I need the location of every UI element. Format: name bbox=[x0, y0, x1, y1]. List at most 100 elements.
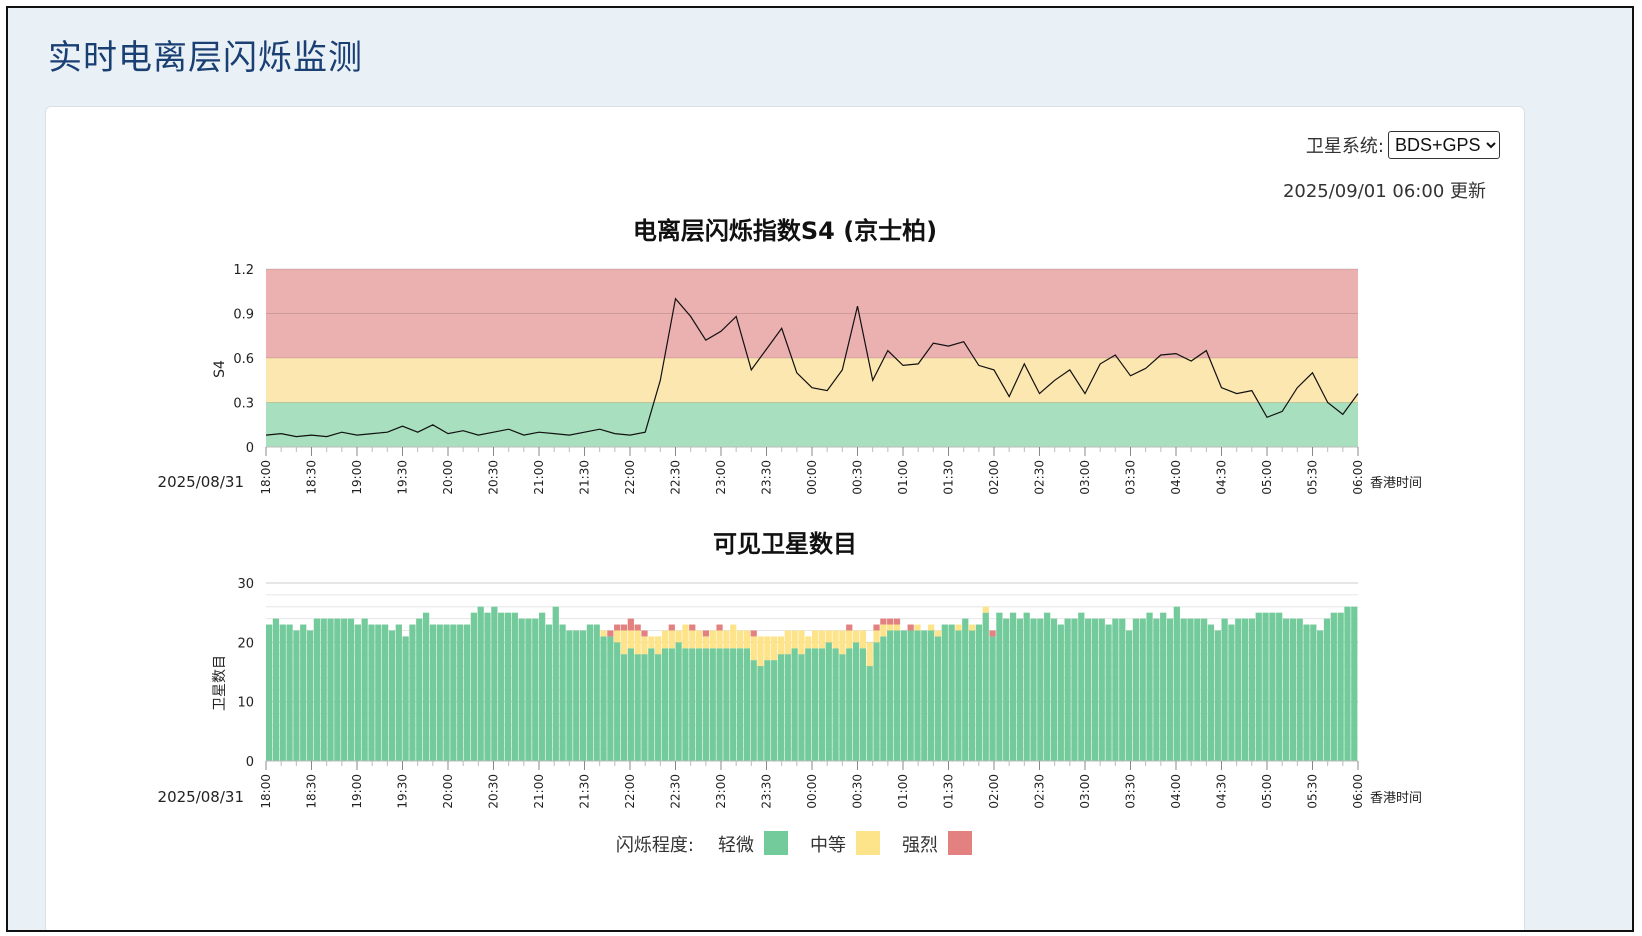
satellite-bar-weak bbox=[887, 630, 894, 761]
satellite-bar-weak bbox=[579, 630, 587, 761]
s4-y-axis: 0 0.3 0.6 0.9 1.2 bbox=[233, 263, 254, 456]
satellite-bar-moderate bbox=[634, 630, 641, 655]
satellite-bar-weak bbox=[1044, 612, 1051, 761]
satellite-bar-moderate bbox=[887, 624, 894, 631]
s4-y-tick-label: 0 bbox=[246, 441, 254, 456]
satellite-bar-weak bbox=[1187, 618, 1194, 761]
satellite-bar-weak bbox=[907, 630, 914, 761]
satellite-y-tick-label: 20 bbox=[237, 636, 254, 651]
satellite-bar-weak bbox=[1105, 624, 1112, 761]
s4-x-tick-label: 04:00 bbox=[1169, 460, 1183, 495]
satellite-bar-weak bbox=[545, 624, 553, 761]
satellite-bar-weak bbox=[1037, 618, 1044, 761]
satellite-bar-weak bbox=[1317, 630, 1324, 761]
satellite-y-axis: 0 10 20 30 bbox=[237, 577, 254, 770]
satellite-bar-weak bbox=[1269, 612, 1276, 761]
satellite-bar-weak bbox=[1289, 618, 1296, 761]
satellite-bar-weak bbox=[620, 654, 628, 761]
satellite-bars bbox=[266, 606, 1358, 761]
satellite-bar-weak bbox=[955, 630, 962, 761]
s4-x-tick-label: 22:30 bbox=[669, 460, 683, 495]
legend-item-strong-label: 强烈 bbox=[902, 835, 938, 856]
satellite-bar-moderate bbox=[873, 630, 880, 643]
satellite-bar-weak bbox=[614, 642, 621, 761]
satellite-bar-weak bbox=[300, 624, 307, 761]
satellite-bar-weak bbox=[1330, 612, 1337, 761]
s4-severity-bands bbox=[266, 269, 1358, 447]
satellite-system-label: 卫星系统: bbox=[1305, 136, 1384, 157]
satellite-x-tick-label: 00:30 bbox=[851, 774, 865, 809]
satellite-bar-weak bbox=[852, 642, 860, 761]
s4-x-tick-label: 22:00 bbox=[623, 460, 637, 495]
s4-band-0 bbox=[266, 402, 1358, 447]
satellite-bar-weak bbox=[1344, 606, 1351, 761]
satellite-bar-strong bbox=[893, 618, 901, 625]
satellite-bar-weak bbox=[1207, 624, 1215, 761]
satellite-bar-weak bbox=[1201, 618, 1208, 761]
s4-y-tick-label: 0.3 bbox=[233, 397, 254, 412]
satellite-bar-weak bbox=[914, 630, 921, 761]
satellite-x-tick-label: 01:30 bbox=[942, 774, 956, 809]
satellite-bar-weak bbox=[422, 612, 430, 761]
s4-chart-title: 电离层闪烁指数S4 (京士柏) bbox=[633, 217, 937, 245]
satellite-bar-moderate bbox=[852, 630, 860, 643]
satellite-bar-weak bbox=[941, 624, 948, 761]
satellite-bar-weak bbox=[382, 624, 389, 761]
legend-label: 闪烁程度: bbox=[616, 835, 694, 856]
satellite-bar-weak bbox=[498, 612, 505, 761]
satellite-bar-moderate bbox=[771, 636, 778, 661]
satellite-y-tick-label: 0 bbox=[246, 755, 254, 770]
satellite-bar-weak bbox=[1064, 618, 1071, 761]
satellite-bar-weak bbox=[798, 654, 805, 761]
satellite-bar-weak bbox=[1282, 618, 1290, 761]
severity-legend: 闪烁程度: 轻微 中等 强烈 bbox=[616, 831, 972, 856]
satellite-bar-strong bbox=[887, 618, 894, 625]
s4-y-axis-label: S4 bbox=[212, 360, 228, 378]
satellite-bar-moderate bbox=[764, 636, 771, 661]
satellite-bar-weak bbox=[709, 648, 716, 761]
satellite-bar-moderate bbox=[914, 624, 921, 631]
satellite-bar-strong bbox=[880, 618, 887, 625]
satellite-bar-weak bbox=[525, 618, 532, 761]
satellite-bar-moderate bbox=[695, 630, 703, 649]
satellite-bar-weak bbox=[723, 648, 730, 761]
satellite-bar-strong bbox=[668, 624, 675, 631]
satellite-bar-weak bbox=[859, 648, 866, 761]
s4-x-tick-label: 23:00 bbox=[714, 460, 728, 495]
satellite-bar-strong bbox=[620, 624, 628, 631]
satellite-bar-weak bbox=[402, 636, 409, 761]
satellite-bar-weak bbox=[996, 612, 1003, 761]
satellite-bar-weak bbox=[593, 624, 600, 761]
satellite-bar-weak bbox=[279, 624, 286, 761]
satellite-x-tick-label: 19:00 bbox=[350, 774, 364, 809]
s4-x-tick-label: 18:30 bbox=[305, 460, 319, 495]
satellite-bar-weak bbox=[668, 648, 675, 761]
satellite-bar-weak bbox=[989, 636, 996, 761]
satellite-bar-weak bbox=[450, 624, 457, 761]
s4-band-2 bbox=[266, 269, 1358, 358]
satellite-bar-moderate bbox=[620, 630, 628, 655]
satellite-system-select[interactable]: BDS+GPS bbox=[1388, 131, 1500, 159]
satellite-bar-weak bbox=[395, 624, 402, 761]
satellite-bar-weak bbox=[306, 630, 314, 761]
satellite-bar-weak bbox=[1146, 612, 1153, 761]
satellite-bar-weak bbox=[1050, 618, 1058, 761]
satellite-bar-weak bbox=[934, 636, 942, 761]
satellite-x-tick-label: 22:00 bbox=[623, 774, 637, 809]
satellite-bar-weak bbox=[1180, 618, 1187, 761]
satellite-bar-weak bbox=[743, 648, 750, 761]
satellite-bar-weak bbox=[334, 618, 341, 761]
satellite-bar-moderate bbox=[750, 636, 757, 661]
s4-x-tick-label: 02:00 bbox=[987, 460, 1001, 495]
satellite-bar-weak bbox=[791, 648, 798, 761]
satellite-bar-moderate bbox=[723, 630, 730, 649]
satellite-bar-weak bbox=[757, 666, 764, 761]
satellite-x-tick-label: 20:30 bbox=[487, 774, 501, 809]
satellite-bar-weak bbox=[388, 630, 396, 761]
satellite-bar-weak bbox=[1160, 612, 1167, 761]
satellite-bar-moderate bbox=[743, 630, 750, 649]
satellite-bar-weak bbox=[491, 606, 498, 761]
satellite-bar-weak bbox=[354, 624, 361, 761]
s4-x-tick-label: 01:00 bbox=[896, 460, 910, 495]
satellite-x-axis-label: 香港时间 bbox=[1370, 791, 1422, 806]
